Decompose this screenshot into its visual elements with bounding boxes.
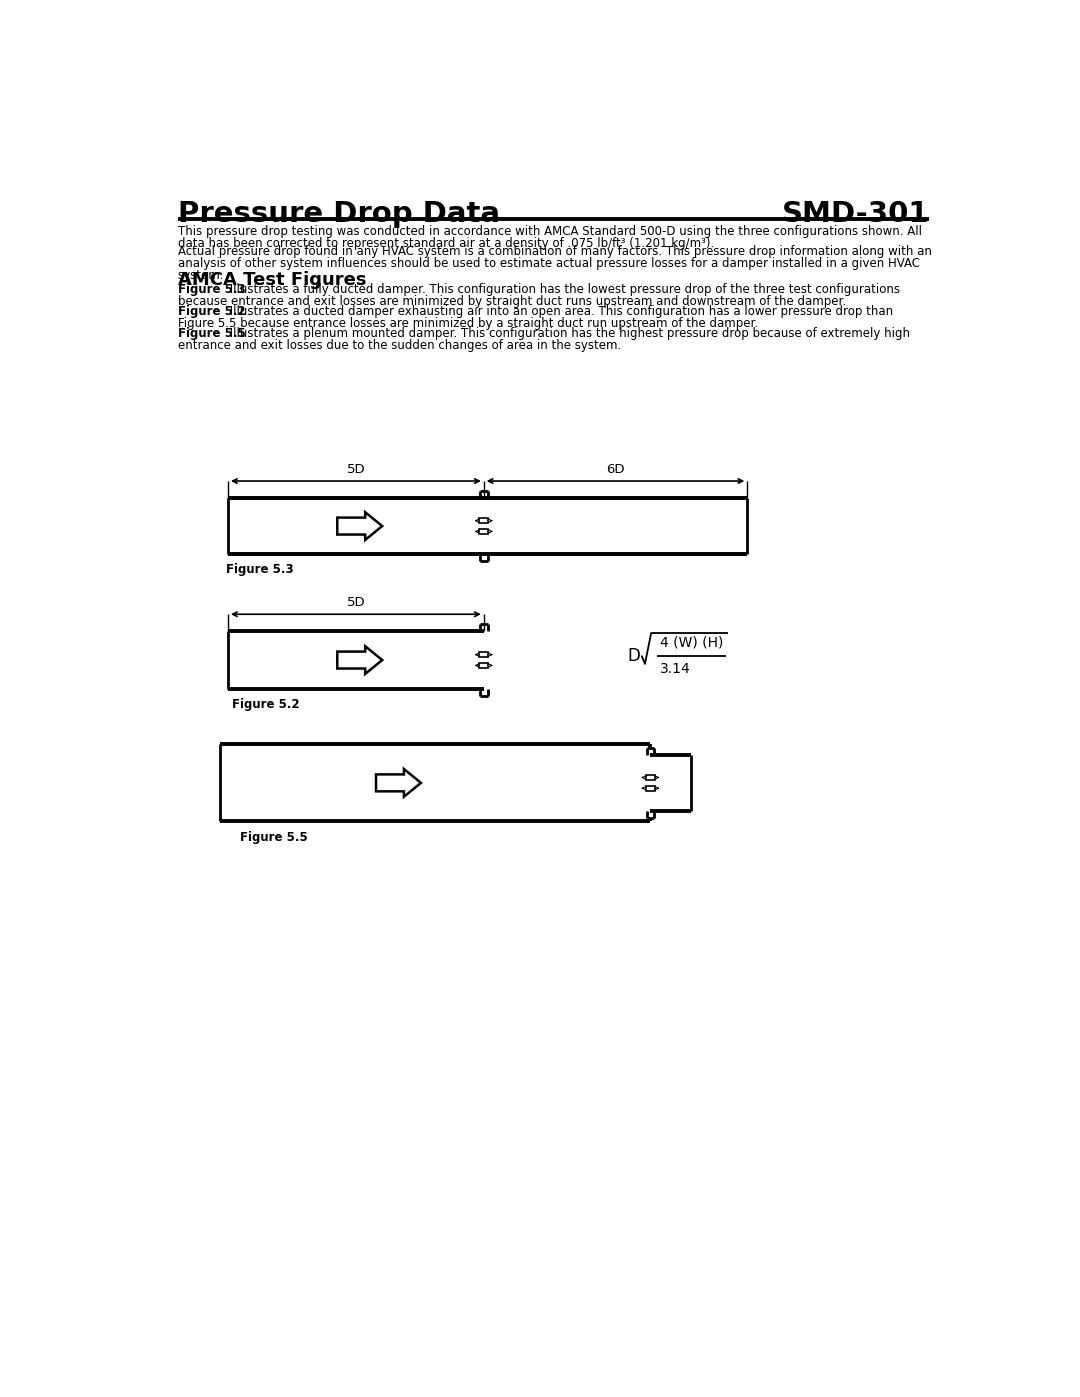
Bar [480, 652, 488, 657]
Text: This pressure drop testing was conducted in accordance with AMCA Standard 500-D : This pressure drop testing was conducted… [177, 225, 921, 239]
Bar [480, 664, 488, 668]
Text: Figure 5.3: Figure 5.3 [227, 563, 294, 577]
Text: Figure 5.5: Figure 5.5 [177, 327, 245, 339]
Text: 5D: 5D [347, 462, 365, 476]
Text: SMD-301: SMD-301 [782, 200, 930, 228]
Text: 6D: 6D [606, 462, 624, 476]
Text: entrance and exit losses due to the sudden changes of area in the system.: entrance and exit losses due to the sudd… [177, 339, 621, 352]
Text: Figure 5.5: Figure 5.5 [240, 831, 308, 844]
Text: Actual pressure drop found in any HVAC system is a combination of many factors. : Actual pressure drop found in any HVAC s… [177, 246, 931, 258]
Text: 5D: 5D [347, 597, 365, 609]
Bar [480, 518, 488, 524]
Text: Pressure Drop Data: Pressure Drop Data [177, 200, 500, 228]
Text: data has been corrected to represent standard air at a density of .075 lb/ft³ (1: data has been corrected to represent sta… [177, 237, 714, 250]
Text: Figure 5.2: Figure 5.2 [232, 698, 299, 711]
Text: system.: system. [177, 270, 225, 282]
Text: Illustrates a plenum mounted damper. This configuration has the highest pressure: Illustrates a plenum mounted damper. Thi… [227, 327, 910, 339]
Text: 3.14: 3.14 [660, 662, 690, 676]
Text: D: D [627, 647, 640, 665]
Bar [480, 529, 488, 534]
Bar [646, 775, 654, 780]
Text: Figure 5.5 because entrance losses are minimized by a straight duct run upstream: Figure 5.5 because entrance losses are m… [177, 317, 758, 331]
Text: Figure 5.3: Figure 5.3 [177, 284, 245, 296]
Text: Figure 5.2: Figure 5.2 [177, 306, 245, 319]
Text: because entrance and exit losses are minimized by straight duct runs upstream an: because entrance and exit losses are min… [177, 295, 846, 309]
Text: Illustrates a fully ducted damper. This configuration has the lowest pressure dr: Illustrates a fully ducted damper. This … [227, 284, 901, 296]
Text: analysis of other system influences should be used to estimate actual pressure l: analysis of other system influences shou… [177, 257, 920, 271]
Text: 4 (W) (H): 4 (W) (H) [660, 636, 723, 650]
Bar [646, 785, 654, 791]
Text: AMCA Test Figures: AMCA Test Figures [177, 271, 366, 289]
Text: Illustrates a ducted damper exhausting air into an open area. This configuration: Illustrates a ducted damper exhausting a… [227, 306, 893, 319]
